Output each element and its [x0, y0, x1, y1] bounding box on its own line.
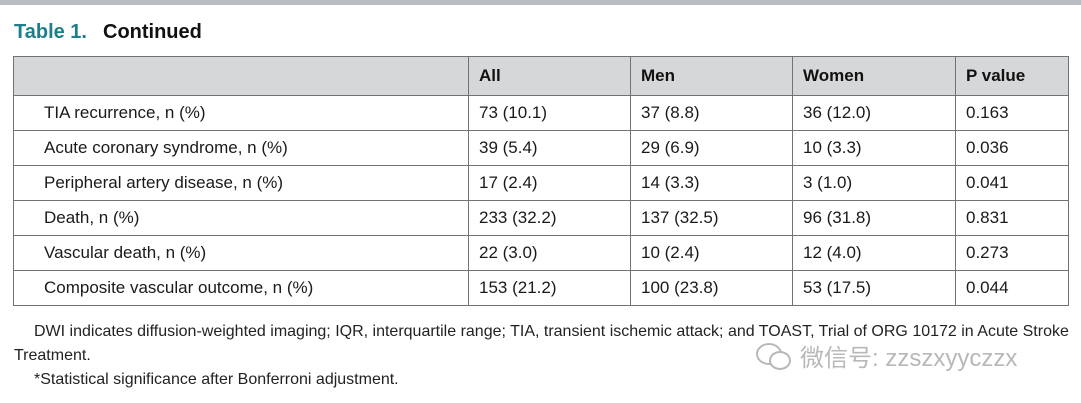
- row-label: TIA recurrence, n (%): [13, 95, 469, 131]
- cell-men: 100 (23.8): [630, 270, 793, 306]
- watermark: 微信号: zzszxyyczzx: [756, 338, 1017, 373]
- cell-men: 37 (8.8): [630, 95, 793, 131]
- cell-all: 153 (21.2): [468, 270, 631, 306]
- cell-p-value: 0.036: [955, 130, 1069, 166]
- cell-all: 39 (5.4): [468, 130, 631, 166]
- cell-women: 53 (17.5): [792, 270, 956, 306]
- abbreviations-footnote: DWI indicates diffusion-weighted imaging…: [14, 323, 1069, 364]
- cell-p-value: 0.041: [955, 165, 1069, 201]
- wechat-icon: [756, 342, 791, 370]
- cell-women: 10 (3.3): [792, 130, 956, 166]
- cell-men: 14 (3.3): [630, 165, 793, 201]
- top-rule: [0, 0, 1081, 5]
- table-caption: Table 1. Continued: [14, 21, 202, 44]
- table-row: Peripheral artery disease, n (%) 17 (2.4…: [13, 165, 1069, 201]
- header-cell-all: All: [468, 56, 631, 96]
- significance-footnote: *Statistical significance after Bonferro…: [34, 371, 399, 388]
- cell-p-value: 0.273: [955, 235, 1069, 271]
- cell-men: 137 (32.5): [630, 200, 793, 236]
- cell-p-value: 0.831: [955, 200, 1069, 236]
- cell-all: 22 (3.0): [468, 235, 631, 271]
- table-row: Acute coronary syndrome, n (%) 39 (5.4) …: [13, 130, 1069, 166]
- cell-all: 233 (32.2): [468, 200, 631, 236]
- cell-women: 12 (4.0): [792, 235, 956, 271]
- table-number: Table 1.: [14, 21, 87, 43]
- header-cell-label: [13, 56, 469, 96]
- header-cell-women: Women: [792, 56, 956, 96]
- header-row: All Men Women P value: [13, 56, 1069, 96]
- cell-all: 17 (2.4): [468, 165, 631, 201]
- cell-all: 73 (10.1): [468, 95, 631, 131]
- cell-women: 36 (12.0): [792, 95, 956, 131]
- row-label: Composite vascular outcome, n (%): [13, 270, 469, 306]
- table-row: Vascular death, n (%) 22 (3.0) 10 (2.4) …: [13, 235, 1069, 271]
- table-row: Composite vascular outcome, n (%) 153 (2…: [13, 270, 1069, 306]
- row-label: Vascular death, n (%): [13, 235, 469, 271]
- row-label: Death, n (%): [13, 200, 469, 236]
- header-cell-p-value: P value: [955, 56, 1069, 96]
- cell-p-value: 0.044: [955, 270, 1069, 306]
- data-table: All Men Women P value TIA recurrence, n …: [13, 56, 1069, 306]
- table-title: Continued: [103, 21, 202, 43]
- cell-women: 3 (1.0): [792, 165, 956, 201]
- cell-men: 29 (6.9): [630, 130, 793, 166]
- row-label: Acute coronary syndrome, n (%): [13, 130, 469, 166]
- cell-women: 96 (31.8): [792, 200, 956, 236]
- table-row: Death, n (%) 233 (32.2) 137 (32.5) 96 (3…: [13, 200, 1069, 236]
- table-row: TIA recurrence, n (%) 73 (10.1) 37 (8.8)…: [13, 95, 1069, 131]
- header-cell-men: Men: [630, 56, 793, 96]
- cell-p-value: 0.163: [955, 95, 1069, 131]
- watermark-text: 微信号: zzszxyyczzx: [800, 345, 1018, 372]
- cell-men: 10 (2.4): [630, 235, 793, 271]
- row-label: Peripheral artery disease, n (%): [13, 165, 469, 201]
